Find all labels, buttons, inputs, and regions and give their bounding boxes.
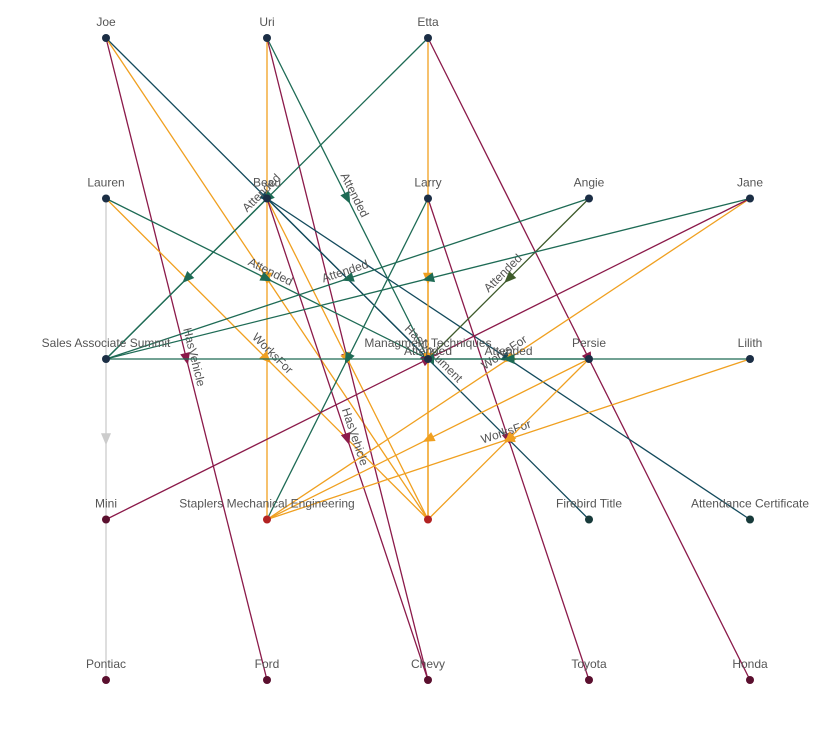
node <box>746 194 754 203</box>
node-label: Joe <box>96 15 116 29</box>
node-label: Etta <box>417 15 439 29</box>
edge-label: Attended <box>404 344 452 358</box>
node <box>585 194 593 203</box>
node-label: Persie <box>572 336 606 350</box>
node-label: Beau <box>253 176 281 190</box>
edge-arrow <box>259 351 272 364</box>
node <box>585 676 593 684</box>
node <box>746 676 754 684</box>
edge-arrow <box>422 432 436 442</box>
edge-arrow <box>504 270 517 283</box>
node <box>424 355 432 363</box>
node <box>102 355 110 363</box>
node-label: Mini <box>95 497 117 511</box>
node <box>102 194 110 203</box>
edge-arrow <box>502 354 515 364</box>
node-label: Chevy <box>411 657 445 671</box>
node <box>746 515 754 524</box>
node-label: Jane <box>737 176 763 190</box>
edge-arrow <box>504 431 517 444</box>
node-label: Lauren <box>87 176 124 190</box>
edge-arrow <box>340 190 351 204</box>
node <box>263 194 271 203</box>
node-label: Honda <box>732 657 768 671</box>
node-label: Larry <box>414 176 441 190</box>
edge-label: Attended <box>484 344 532 358</box>
node-label: Angie <box>574 176 605 190</box>
node <box>263 34 271 42</box>
edge-label: Attended <box>320 257 370 285</box>
node <box>263 676 271 684</box>
node <box>585 355 593 363</box>
node <box>263 515 271 524</box>
edge-arrow <box>340 431 351 445</box>
edge-label: Attended <box>481 251 525 295</box>
node-label: Pontiac <box>86 657 126 671</box>
edge-arrow <box>101 433 111 446</box>
node <box>102 515 110 524</box>
edge-arrow <box>422 272 436 283</box>
node <box>424 515 432 524</box>
node <box>102 34 110 42</box>
edge-label: WorksFor <box>249 330 296 376</box>
node-label: Uri <box>259 15 274 29</box>
node-label: Lilith <box>738 336 763 350</box>
node <box>424 34 432 42</box>
node <box>424 194 432 203</box>
node-label: Managment Techniques <box>364 336 491 350</box>
node-label: Ford <box>255 657 280 671</box>
node <box>585 515 593 524</box>
node <box>424 676 432 684</box>
edge-arrow <box>341 272 355 282</box>
node-label: Staplers Mechanical Engineering <box>179 497 354 511</box>
node-label: Toyota <box>571 657 607 671</box>
node <box>102 676 110 684</box>
edge-arrow <box>344 351 355 365</box>
node-label: Sales Associate Summit <box>42 336 171 350</box>
node-label: Attendance Certificate <box>691 497 809 511</box>
node-label: Firebird Title <box>556 497 622 511</box>
edge-arrow <box>182 270 195 283</box>
node <box>746 355 754 363</box>
edge-arrow <box>259 271 273 282</box>
